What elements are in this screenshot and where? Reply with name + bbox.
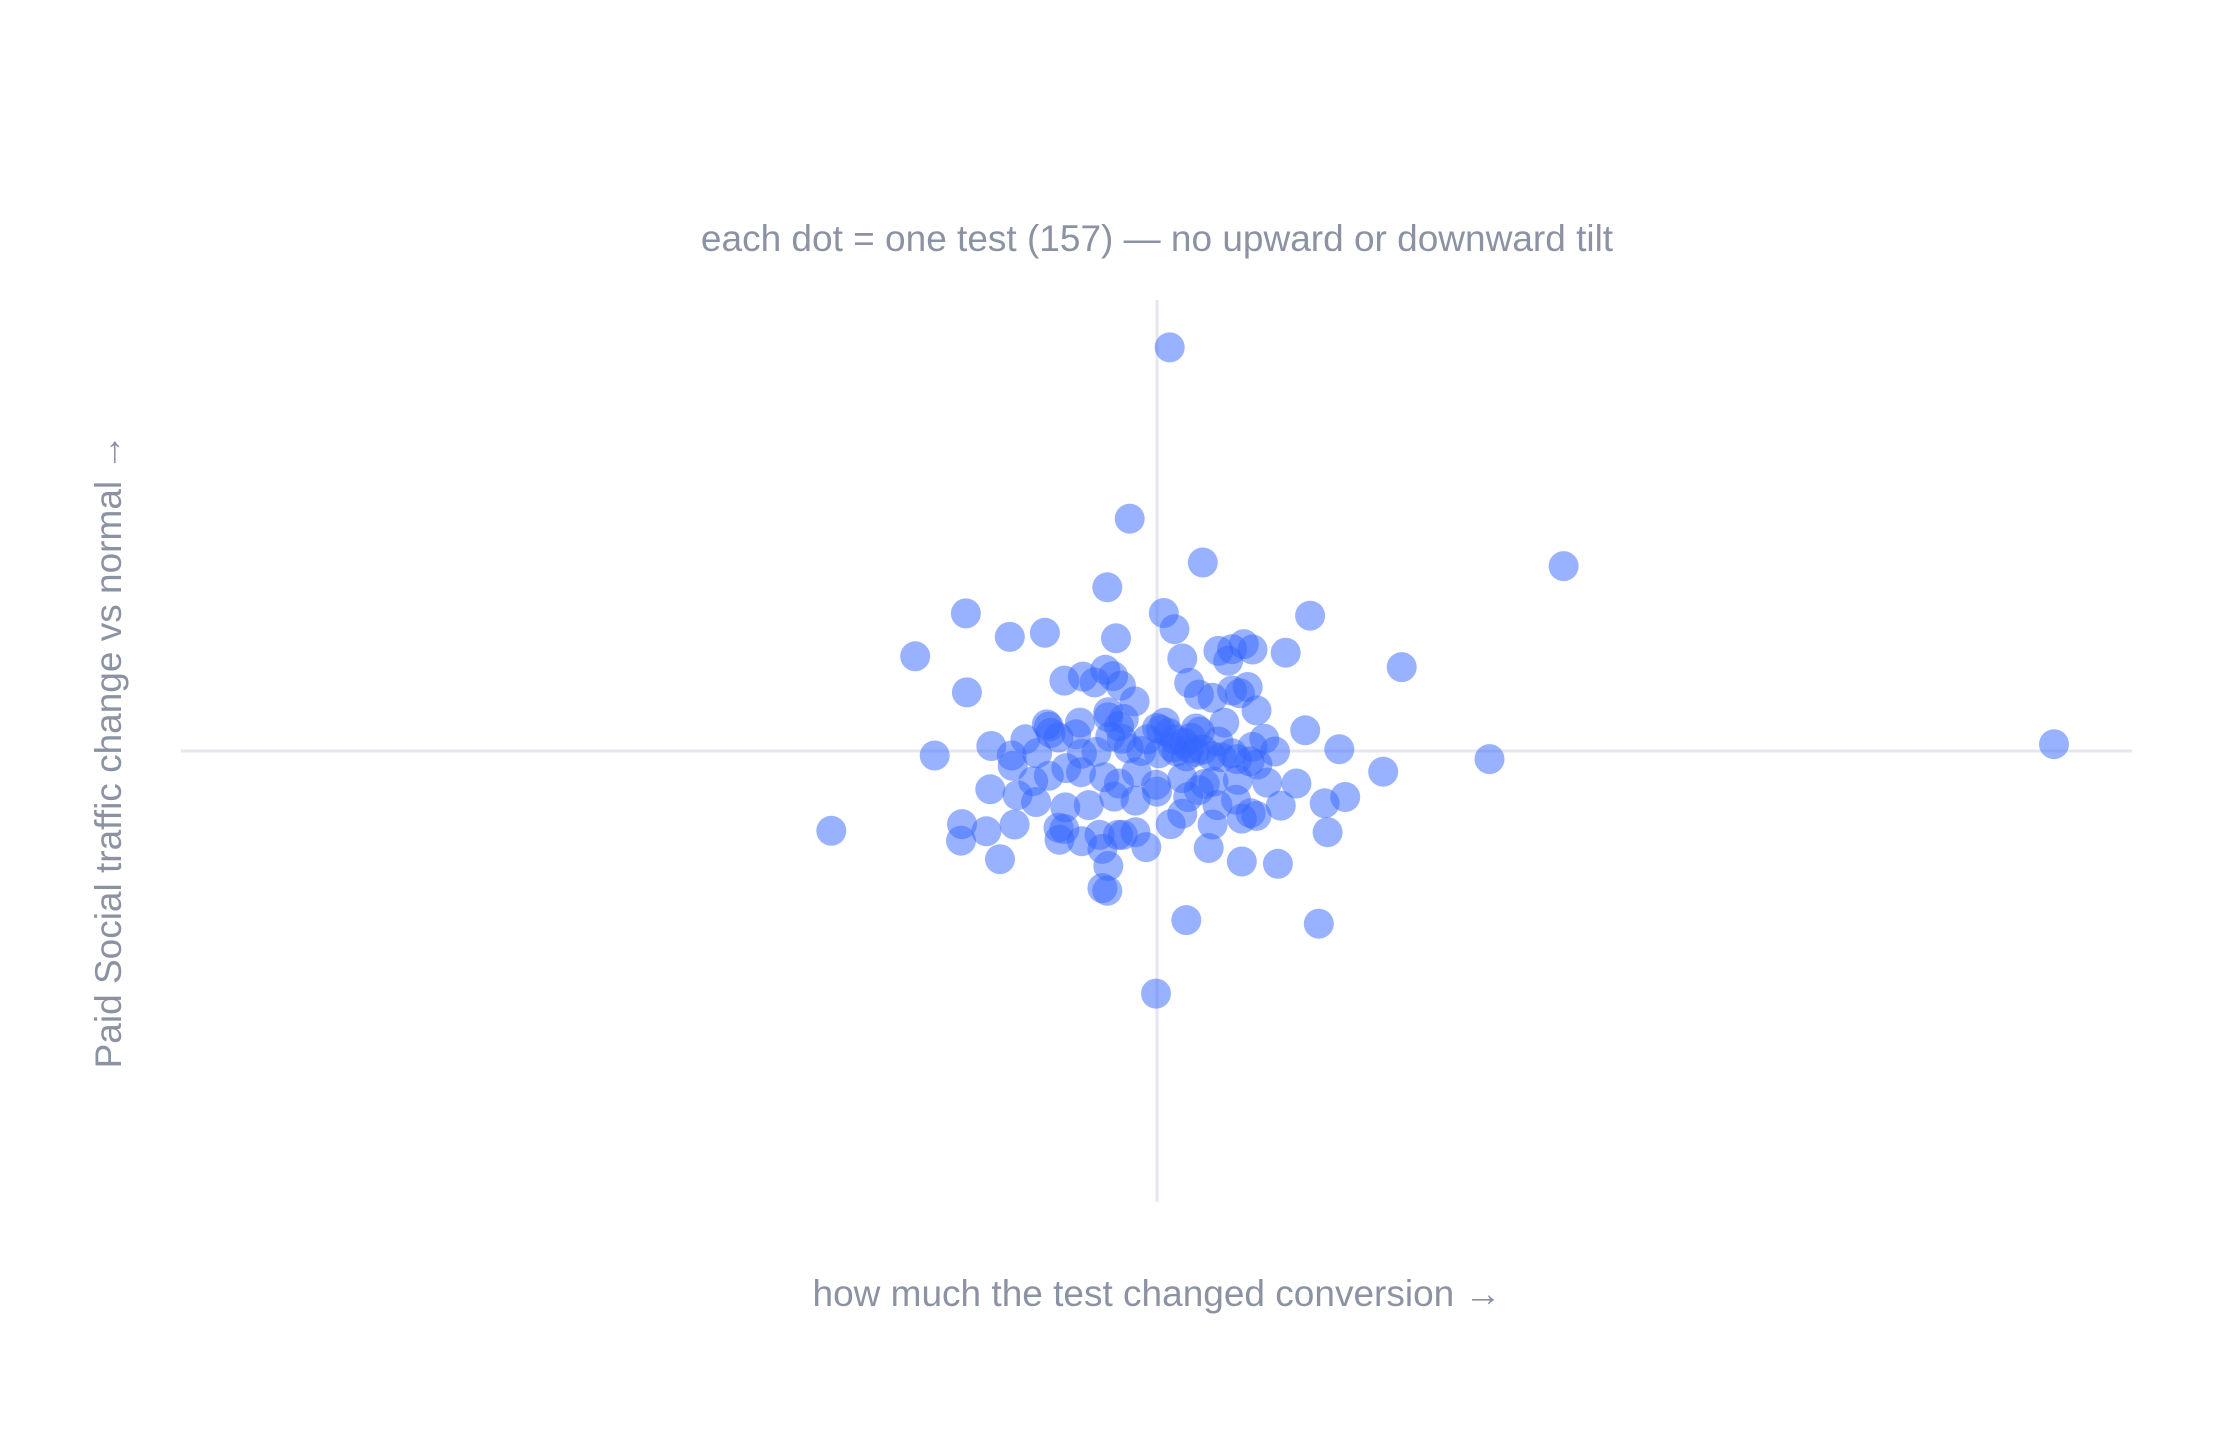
data-point — [1262, 848, 1293, 879]
data-point — [816, 815, 847, 846]
data-point — [1386, 652, 1417, 683]
data-point — [946, 825, 976, 856]
data-point — [1174, 667, 1205, 698]
data-point — [1106, 723, 1137, 754]
data-point — [1073, 790, 1104, 821]
data-point — [2039, 729, 2069, 760]
data-point — [1213, 645, 1244, 676]
data-point — [1548, 551, 1579, 582]
data-point — [1252, 767, 1283, 798]
data-point — [1171, 905, 1202, 936]
data-point — [1066, 757, 1096, 788]
data-point — [900, 641, 931, 672]
data-point — [1474, 744, 1505, 775]
data-point — [1131, 832, 1162, 863]
data-point — [994, 621, 1025, 652]
data-point — [1142, 713, 1172, 743]
data-point — [919, 740, 950, 771]
data-point — [1368, 756, 1399, 787]
data-point — [1167, 798, 1198, 829]
data-point — [1270, 637, 1301, 668]
data-point — [1290, 715, 1321, 746]
data-point — [985, 844, 1015, 875]
data-point — [1101, 623, 1131, 654]
data-point — [1142, 776, 1172, 807]
data-point — [1066, 826, 1097, 857]
data-point — [971, 816, 1002, 847]
data-point — [1081, 736, 1112, 767]
data-point — [1193, 833, 1224, 863]
data-point — [951, 677, 982, 708]
data-point — [950, 598, 981, 629]
data-point — [1303, 908, 1334, 939]
data-point — [999, 809, 1030, 840]
y-axis-label: Paid Social traffic change vs normal → — [88, 434, 129, 1069]
data-point — [1197, 809, 1228, 840]
data-point — [1049, 665, 1080, 696]
chart-subtitle: each dot = one test (157) — no upward or… — [701, 218, 1614, 259]
data-point — [1029, 617, 1060, 648]
data-point — [1237, 634, 1268, 665]
data-point — [975, 774, 1006, 805]
data-point — [1241, 800, 1272, 831]
data-point — [997, 750, 1028, 781]
data-point — [1217, 738, 1248, 769]
data-point — [1092, 572, 1123, 603]
data-point — [1154, 332, 1185, 363]
data-point — [1281, 768, 1312, 799]
data-point — [1187, 547, 1218, 578]
data-point — [1224, 678, 1255, 709]
data-point — [1044, 824, 1075, 855]
data-point — [1249, 723, 1280, 754]
data-point — [1324, 734, 1355, 765]
data-point — [1312, 817, 1343, 848]
data-point — [1295, 600, 1326, 631]
data-points — [816, 332, 2069, 1009]
data-point — [1079, 667, 1110, 698]
data-point — [1022, 738, 1053, 769]
x-axis-label: how much the test changed conversion → — [813, 1273, 1502, 1314]
data-point — [1114, 503, 1145, 534]
data-point — [1265, 790, 1296, 821]
data-point — [1159, 614, 1190, 645]
data-point — [1141, 978, 1171, 1009]
data-point — [1226, 846, 1257, 877]
data-point — [1330, 782, 1361, 812]
data-point — [1092, 875, 1123, 906]
data-point — [1167, 643, 1198, 674]
data-point — [1018, 766, 1049, 797]
